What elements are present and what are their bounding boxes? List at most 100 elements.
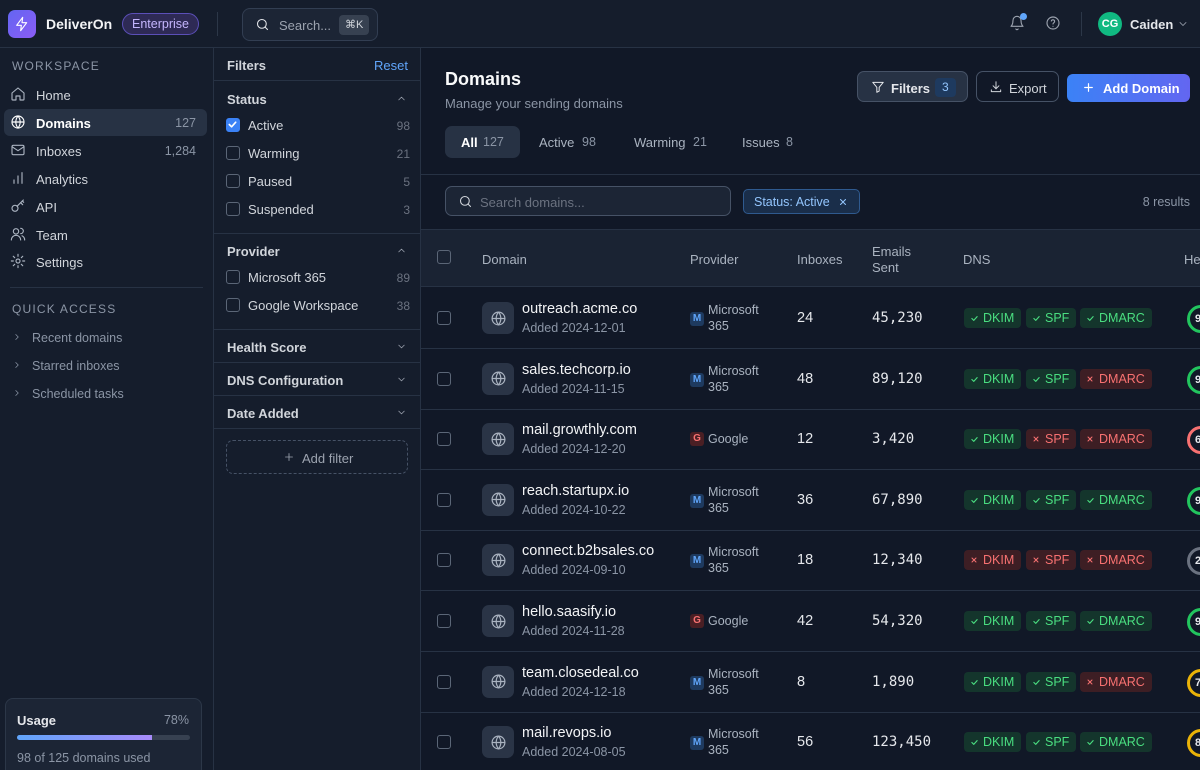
- filter-option-label: Microsoft 365: [248, 270, 327, 285]
- domain-name[interactable]: mail.growthly.com: [522, 422, 637, 439]
- column-header-dns[interactable]: DNS: [963, 252, 991, 267]
- sidebar-item-team[interactable]: Team: [4, 221, 207, 248]
- tab-warming[interactable]: Warming 21: [618, 126, 718, 158]
- dns-badge-dkim: DKIM: [964, 611, 1022, 631]
- provider-logo-icon: G: [690, 614, 704, 628]
- column-header-emails-sent-line2[interactable]: Sent: [872, 260, 899, 275]
- filter-option-suspended[interactable]: Suspended 3: [226, 199, 410, 219]
- table-row[interactable]: mail.revops.io Added 2024-08-05 M Micros…: [421, 712, 1200, 770]
- dns-badge-dkim: DKIM: [964, 671, 1022, 692]
- emails-sent: 67,890: [872, 491, 923, 508]
- checkbox-checked[interactable]: [226, 118, 240, 132]
- domain-name[interactable]: hello.saasify.io: [522, 604, 617, 620]
- column-header-emails-sent-line1[interactable]: Emails: [872, 244, 912, 259]
- chevron-down-icon[interactable]: [1177, 18, 1189, 30]
- domain-name[interactable]: sales.techcorp.io: [522, 361, 631, 378]
- health-score-ring: 8: [1187, 729, 1200, 758]
- column-header-health[interactable]: He: [1184, 252, 1200, 267]
- sidebar-item-settings[interactable]: Settings: [4, 248, 207, 275]
- add-filter-button[interactable]: Add filter: [226, 440, 408, 474]
- sidebar-item-home[interactable]: Home: [4, 81, 207, 108]
- sidebar-item-label: Inboxes: [36, 144, 82, 159]
- filter-option-paused[interactable]: Paused 5: [226, 171, 410, 191]
- row-checkbox[interactable]: [437, 553, 451, 568]
- filter-option-warming[interactable]: Warming 21: [226, 143, 410, 163]
- logo-bolt-icon[interactable]: [8, 10, 36, 38]
- checkbox[interactable]: [226, 146, 240, 160]
- bell-icon[interactable]: [1009, 15, 1025, 31]
- provider-logo-icon: M: [690, 372, 704, 387]
- filter-option-microsoft-365[interactable]: Microsoft 365 89: [226, 267, 410, 287]
- checkbox[interactable]: [226, 202, 240, 216]
- column-header-inboxes[interactable]: Inboxes: [797, 252, 843, 267]
- tab-active[interactable]: Active 98: [523, 126, 611, 158]
- sidebar-item-inboxes[interactable]: Inboxes 1,284: [4, 137, 207, 164]
- domain-name[interactable]: mail.revops.io: [522, 725, 612, 742]
- close-icon[interactable]: [838, 197, 848, 207]
- column-header-domain[interactable]: Domain: [482, 252, 527, 267]
- table-row[interactable]: connect.b2bsales.co Added 2024-09-10 M M…: [421, 530, 1200, 592]
- column-header-provider[interactable]: Provider: [690, 252, 739, 267]
- global-search[interactable]: Search... ⌘K: [242, 8, 378, 41]
- row-checkbox[interactable]: [437, 371, 451, 386]
- help-icon[interactable]: [1045, 15, 1061, 31]
- divider: [10, 287, 203, 288]
- row-checkbox[interactable]: [437, 674, 451, 689]
- avatar[interactable]: CG: [1098, 12, 1122, 36]
- filter-option-active[interactable]: Active 98: [226, 115, 410, 135]
- sidebar-item-api[interactable]: API: [4, 193, 207, 220]
- row-checkbox[interactable]: [437, 311, 451, 325]
- domain-name[interactable]: reach.startupx.io: [522, 482, 630, 499]
- checkbox[interactable]: [226, 270, 240, 284]
- table-row[interactable]: hello.saasify.io Added 2024-11-28 G Goog…: [421, 591, 1200, 652]
- table-row[interactable]: sales.techcorp.io Added 2024-11-15 M Mic…: [421, 349, 1200, 410]
- add-domain-button[interactable]: Add Domain: [1067, 74, 1190, 102]
- row-checkbox[interactable]: [437, 432, 451, 447]
- dns-badge-label: DMARC: [1099, 432, 1145, 447]
- plan-badge: Enterprise: [122, 13, 199, 35]
- tab-issues[interactable]: Issues 8: [726, 126, 802, 158]
- table-row[interactable]: reach.startupx.io Added 2024-10-22 M Mic…: [421, 470, 1200, 531]
- filter-group-label: DNS Configuration: [227, 373, 344, 388]
- active-filter-chip[interactable]: Status: Active: [743, 189, 860, 214]
- workspace-section-title: WORKSPACE: [12, 59, 100, 73]
- table-row[interactable]: team.closedeal.co Added 2024-12-18 M Mic…: [421, 652, 1200, 713]
- checkbox[interactable]: [226, 174, 240, 188]
- sidebar-item-domains[interactable]: Domains 127: [4, 109, 207, 136]
- filter-group-health-score[interactable]: Health Score: [214, 330, 420, 362]
- filters-button[interactable]: Filters 3: [857, 71, 968, 102]
- provider-name-line2: 365: [708, 500, 729, 515]
- select-all-checkbox[interactable]: [437, 250, 451, 264]
- checkbox[interactable]: [226, 298, 240, 312]
- emails-sent: 54,320: [872, 613, 923, 629]
- row-checkbox[interactable]: [437, 735, 451, 750]
- row-checkbox[interactable]: [437, 492, 451, 507]
- dns-badge-dmarc: DMARC: [1080, 611, 1152, 631]
- export-button[interactable]: Export: [976, 71, 1059, 102]
- filter-group-label: Provider: [227, 244, 280, 259]
- app-name: DeliverOn: [46, 16, 113, 32]
- user-name[interactable]: Caiden: [1130, 17, 1174, 32]
- sidebar-item-analytics[interactable]: Analytics: [4, 165, 207, 192]
- inbox-count: 8: [797, 673, 806, 690]
- users-icon: [10, 226, 26, 242]
- row-checkbox[interactable]: [437, 614, 451, 628]
- filter-option-count: 21: [396, 147, 410, 161]
- table-row[interactable]: mail.growthly.com Added 2024-12-20 G Goo…: [421, 409, 1200, 471]
- filter-group-dns-configuration[interactable]: DNS Configuration: [214, 363, 420, 395]
- filter-group-provider[interactable]: Provider: [214, 234, 420, 266]
- filter-option-google-workspace[interactable]: Google Workspace 38: [226, 295, 410, 315]
- filter-group-date-added[interactable]: Date Added: [214, 396, 420, 428]
- usage-card: Usage 78% 98 of 125 domains used: [5, 698, 202, 770]
- export-button-label: Export: [1009, 81, 1047, 96]
- table-row[interactable]: outreach.acme.co Added 2024-12-01 M Micr…: [421, 288, 1200, 349]
- domain-name[interactable]: connect.b2bsales.co: [522, 543, 655, 560]
- reset-filters-link[interactable]: Reset: [374, 58, 408, 73]
- domain-search-input[interactable]: Search domains...: [445, 186, 731, 216]
- chevron-up-icon: [396, 245, 407, 256]
- tab-all[interactable]: All 127: [445, 126, 520, 158]
- search-icon: [458, 194, 473, 209]
- domain-name[interactable]: outreach.acme.co: [522, 301, 638, 317]
- domain-name[interactable]: team.closedeal.co: [522, 664, 639, 681]
- filter-group-status[interactable]: Status: [214, 82, 420, 114]
